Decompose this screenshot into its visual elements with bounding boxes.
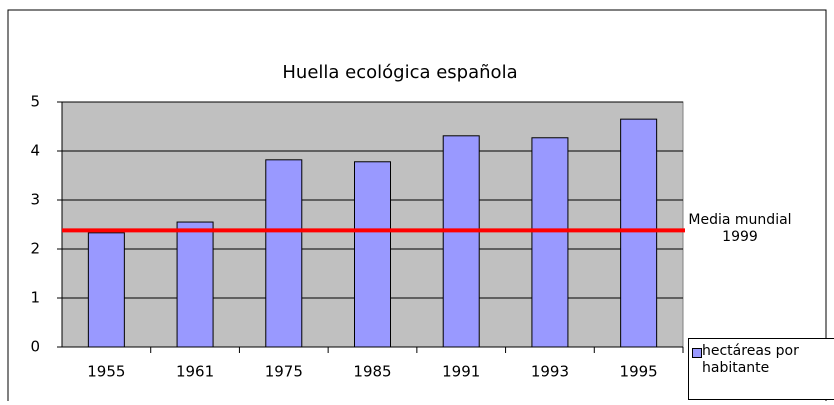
y-tick-label: 0 — [30, 338, 40, 356]
x-tick-label: 1995 — [620, 363, 658, 381]
legend: hectáreas por habitante — [688, 338, 834, 400]
bar — [620, 118, 658, 348]
x-tick-label: 1993 — [531, 363, 569, 381]
x-tick-label: 1991 — [442, 363, 480, 381]
chart-frame — [7, 9, 827, 401]
y-tick-label: 1 — [30, 289, 40, 307]
legend-label: hectáreas por habitante — [702, 343, 799, 376]
x-tick-label: 1975 — [265, 363, 303, 381]
y-tick-label: 4 — [30, 142, 40, 160]
bar — [176, 221, 214, 348]
x-tick-label: 1985 — [353, 363, 391, 381]
chart-title: Huella ecológica española — [282, 62, 517, 83]
reference-label: Media mundial 1999 — [688, 212, 792, 245]
legend-swatch — [692, 348, 702, 358]
x-tick-label: 1961 — [176, 363, 214, 381]
bar — [531, 137, 569, 348]
bar — [87, 232, 125, 348]
x-tick-label: 1955 — [87, 363, 125, 381]
bar — [265, 159, 303, 348]
y-tick-label: 2 — [30, 240, 40, 258]
bar — [354, 161, 391, 348]
bar — [442, 135, 480, 348]
y-tick-label: 3 — [30, 191, 40, 209]
y-tick-label: 5 — [30, 93, 40, 111]
